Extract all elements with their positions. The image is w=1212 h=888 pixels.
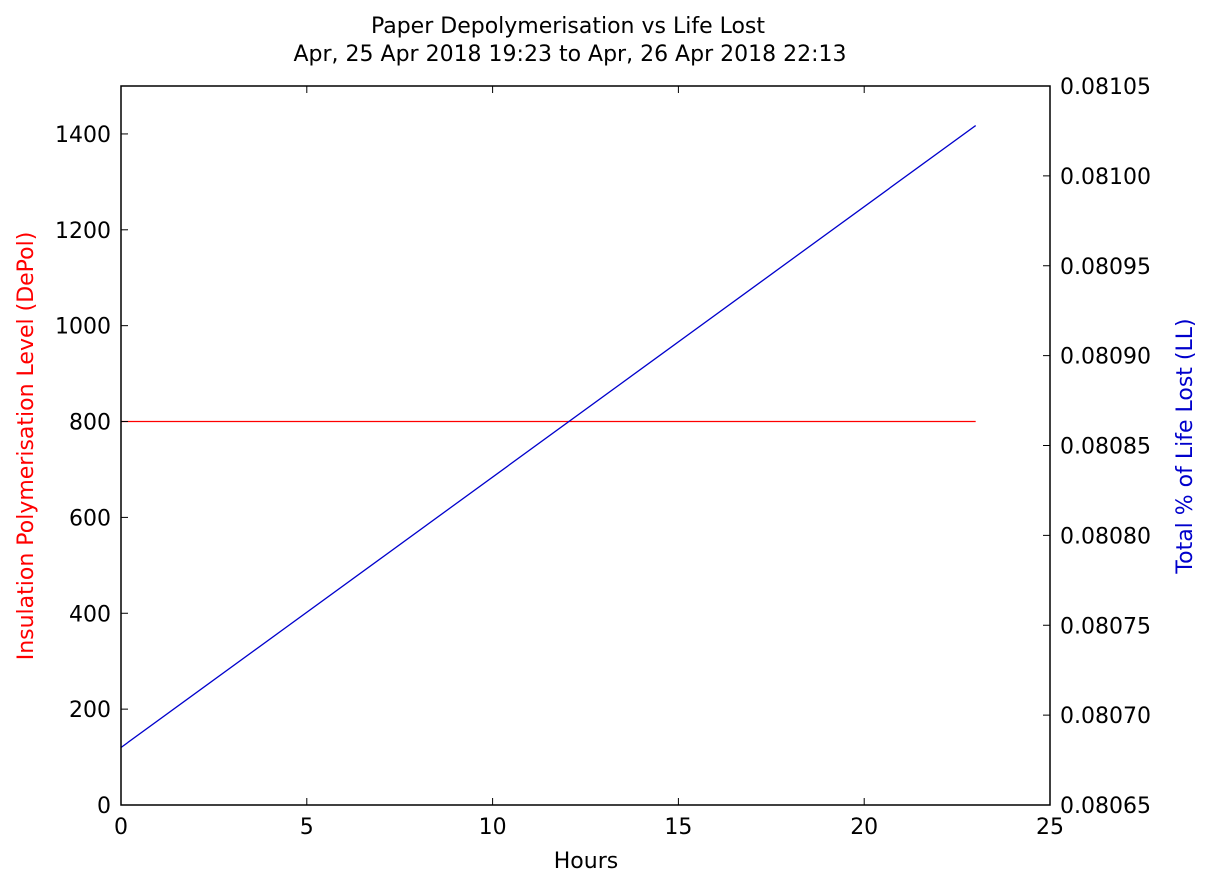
y-left-tick-label: 600 [69,506,111,531]
y-right-tick-label: 0.08105 [1060,75,1151,100]
x-tick-label: 10 [479,815,507,840]
x-tick-label: 15 [664,815,692,840]
y-right-tick-label: 0.08100 [1060,165,1151,190]
y-right-tick-label: 0.08090 [1060,345,1151,370]
y-right-tick-label: 0.08095 [1060,255,1151,280]
y-left-tick-label: 1200 [55,219,111,244]
plot-frame [120,85,1051,806]
y-left-tick-label: 400 [69,602,111,627]
series-line-right [120,125,977,749]
y-left-tick-label: 200 [69,698,111,723]
y-right-tick-label: 0.08065 [1060,794,1151,819]
y-left-tick-label: 1400 [55,123,111,148]
x-tick-label: 0 [114,815,128,840]
y-right-tick-label: 0.08085 [1060,435,1151,460]
x-tick-label: 25 [1036,815,1064,840]
y-axis-label-left: Insulation Polymerisation Level (DePol) [14,232,39,661]
chart-title: Paper Depolymerisation vs Life Lost [371,14,765,39]
x-axis-label: Hours [554,849,618,874]
y-right-tick-label: 0.08080 [1060,524,1151,549]
y-right-tick-label: 0.08070 [1060,704,1151,729]
y-left-tick-label: 800 [69,411,111,436]
x-tick-label: 5 [300,815,314,840]
y-axis-label-right: Total % of Life Lost (LL) [1173,318,1198,574]
chart-subtitle: Apr, 25 Apr 2018 19:23 to Apr, 26 Apr 20… [293,42,846,67]
y-right-tick-label: 0.08075 [1060,614,1151,639]
axis-ticks: 0 5 10 15 20 25 0 200 400 600 800 1000 1200 1400 0.080… [55,75,1151,840]
y-left-tick-label: 0 [97,794,111,819]
x-tick-label: 20 [850,815,878,840]
y-left-tick-label: 1000 [55,315,111,340]
series-lines [120,125,977,749]
